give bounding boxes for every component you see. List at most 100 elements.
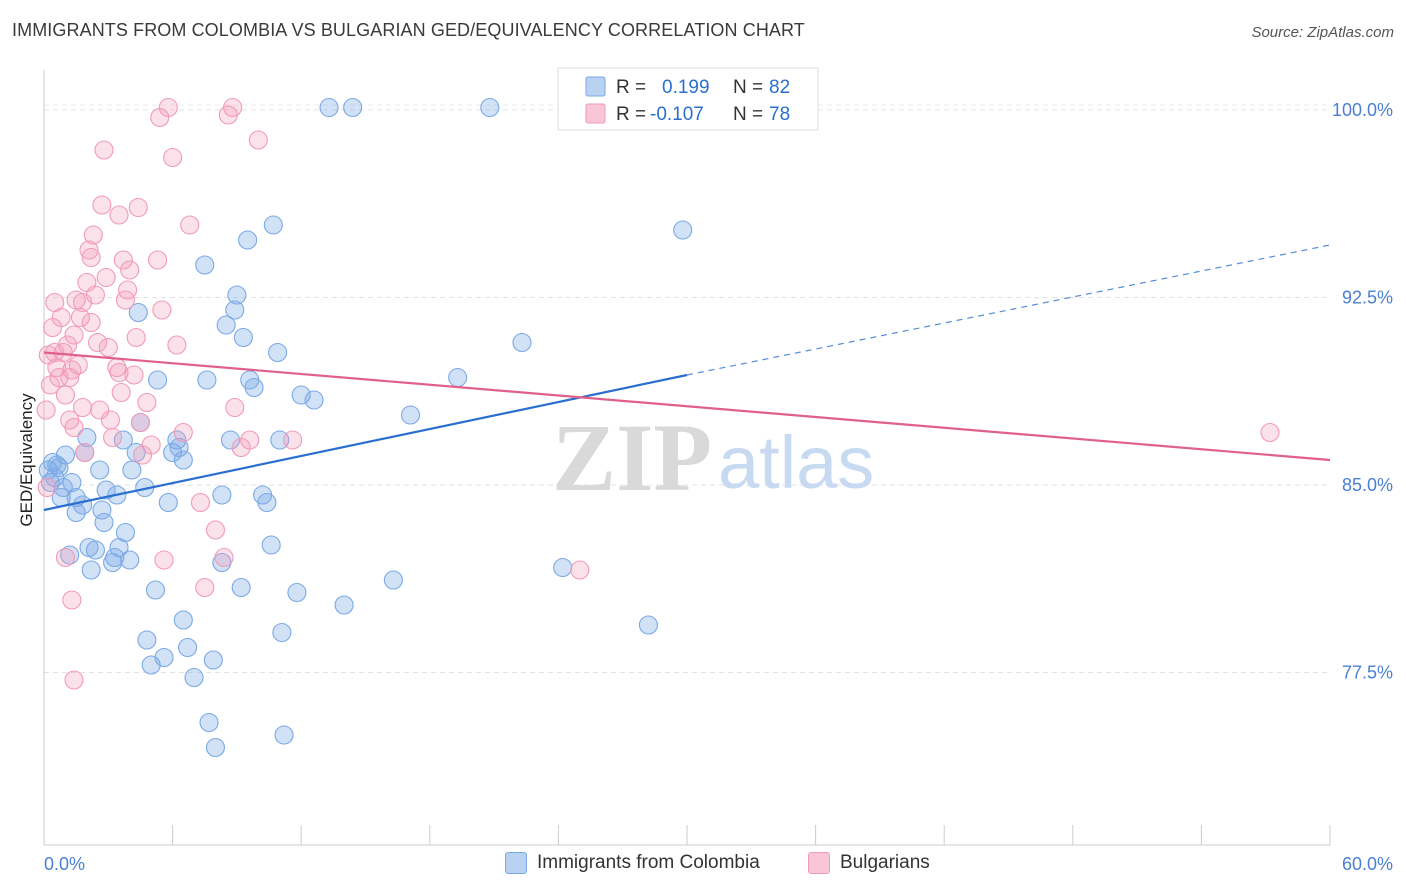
point-colombia [105, 547, 125, 568]
x-axis-ticks [43, 825, 1331, 845]
point-bulgarians [37, 477, 57, 498]
point-bulgarians [248, 130, 268, 150]
point-bulgarians [283, 430, 303, 450]
point-colombia [319, 97, 339, 118]
point-colombia [120, 550, 140, 570]
stats-legend-n-value-2: 78 [769, 104, 790, 125]
stats-legend-r-label-1: R = [616, 77, 646, 98]
point-colombia [272, 622, 292, 643]
chart-source: Source: ZipAtlas.com [1251, 24, 1394, 41]
point-bulgarians [148, 250, 168, 270]
point-bulgarians [62, 590, 82, 610]
point-colombia [238, 230, 258, 250]
point-colombia [553, 557, 573, 578]
point-bulgarians [163, 147, 183, 168]
point-colombia [480, 97, 500, 118]
point-bulgarians [64, 417, 84, 438]
x-tick-label-min: 0.0% [44, 854, 85, 874]
point-colombia [383, 570, 403, 590]
point-colombia [225, 300, 245, 320]
point-bulgarians [55, 547, 75, 568]
point-bulgarians [83, 225, 103, 245]
point-bulgarians [240, 430, 260, 450]
point-bulgarians [113, 250, 133, 270]
point-bulgarians [94, 140, 114, 160]
stats-legend-r-label-2: R = [616, 104, 646, 125]
point-colombia [203, 650, 223, 670]
point-bulgarians [223, 97, 243, 118]
legend-swatch-colombia [505, 852, 527, 874]
point-bulgarians [158, 97, 178, 118]
point-bulgarians [68, 355, 88, 375]
point-colombia [62, 472, 82, 493]
point-colombia [638, 615, 658, 635]
point-bulgarians [62, 360, 82, 380]
stats-legend-n-value-1: 82 [769, 77, 790, 98]
point-colombia [49, 457, 69, 478]
point-bulgarians [137, 392, 157, 413]
point-bulgarians [73, 397, 93, 418]
point-bulgarians [167, 335, 187, 355]
y-tick-labels: 77.5% 85.0% 92.5% 100.0% [1332, 100, 1393, 683]
point-colombia [73, 495, 93, 515]
point-colombia [122, 460, 142, 480]
point-bulgarians [1260, 422, 1280, 443]
point-bulgarians [98, 337, 118, 358]
legend-item-bulgarians[interactable]: Bulgarians [808, 852, 930, 874]
point-colombia [268, 342, 288, 363]
legend-item-colombia[interactable]: Immigrants from Colombia [505, 852, 760, 874]
point-colombia [90, 460, 110, 480]
watermark-zip: ZIP [552, 404, 712, 511]
point-colombia [94, 512, 114, 533]
point-bulgarians [225, 397, 245, 418]
y-tick-label: 92.5% [1342, 288, 1393, 308]
trend-lines [43, 244, 1331, 512]
point-colombia [145, 580, 166, 600]
point-colombia [287, 582, 307, 603]
stats-legend-n-label-2: N = [733, 104, 763, 125]
point-colombia [81, 560, 101, 580]
point-bulgarians [130, 412, 150, 433]
stats-legend-r-value-2: -0.107 [650, 104, 704, 125]
point-colombia [137, 630, 157, 650]
stats-legend: R = 0.199 N = 82 R = -0.107 N = 78 [557, 67, 819, 131]
point-colombia [148, 370, 168, 390]
point-bulgarians [190, 492, 211, 513]
point-bulgarians [109, 205, 129, 225]
series-points [36, 97, 1280, 758]
point-colombia [448, 367, 468, 388]
point-bulgarians [100, 410, 120, 430]
point-bulgarians [92, 195, 112, 215]
point-colombia [178, 637, 198, 658]
point-bulgarians [88, 332, 108, 353]
point-colombia [128, 302, 148, 323]
point-bulgarians [124, 365, 144, 385]
point-colombia [343, 97, 363, 118]
point-bulgarians [152, 300, 172, 320]
watermark: ZIP atlas [552, 404, 874, 511]
point-bulgarians [70, 307, 90, 328]
point-colombia [169, 437, 189, 458]
point-bulgarians [90, 400, 110, 420]
watermark-atlas: atlas [718, 421, 874, 504]
point-colombia [184, 667, 204, 688]
point-colombia [334, 595, 354, 615]
point-bulgarians [36, 400, 56, 420]
point-colombia [173, 610, 193, 630]
point-colombia [291, 385, 311, 405]
point-colombia [173, 450, 193, 470]
point-bulgarians [81, 312, 101, 333]
point-bulgarians [195, 577, 215, 598]
point-bulgarians [51, 307, 71, 328]
point-bulgarians [173, 422, 193, 443]
point-colombia [154, 647, 174, 668]
point-colombia [92, 500, 112, 520]
point-bulgarians [55, 385, 75, 405]
point-colombia [199, 712, 219, 733]
trend-line-bulgarians [43, 351, 1331, 462]
chart-title: IMMIGRANTS FROM COLOMBIA VS BULGARIAN GE… [12, 20, 805, 40]
y-tick-label: 77.5% [1342, 663, 1393, 683]
legend-swatch-bulgarians [808, 852, 830, 874]
stats-legend-swatch-colombia [585, 76, 606, 97]
